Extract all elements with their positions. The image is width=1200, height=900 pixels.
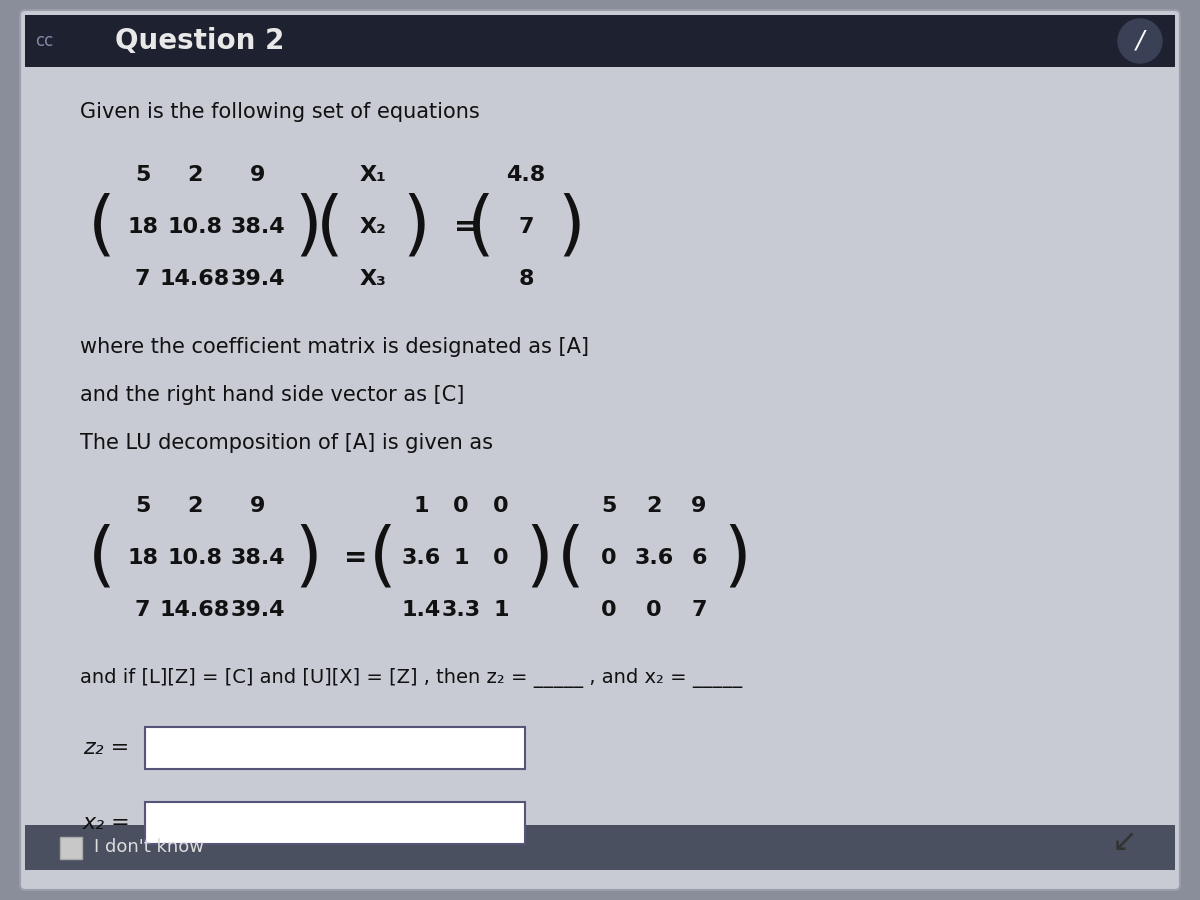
Text: 5: 5 <box>601 496 617 516</box>
Text: 14.68: 14.68 <box>160 600 230 620</box>
Text: x₂ =: x₂ = <box>83 813 131 833</box>
Text: 2: 2 <box>187 165 203 185</box>
Text: ): ) <box>558 193 586 262</box>
Text: 1: 1 <box>454 548 469 568</box>
Text: cc: cc <box>35 32 53 50</box>
Text: 38.4: 38.4 <box>230 548 284 568</box>
Text: 7: 7 <box>134 269 150 289</box>
Text: 6: 6 <box>691 548 707 568</box>
Bar <box>60 836 82 859</box>
Text: Question 2: Question 2 <box>115 27 284 55</box>
Text: =: = <box>344 544 367 572</box>
Text: 9: 9 <box>691 496 707 516</box>
Text: 10.8: 10.8 <box>168 217 222 237</box>
Text: 0: 0 <box>646 600 662 620</box>
Text: 38.4: 38.4 <box>230 217 284 237</box>
Text: Given is the following set of equations: Given is the following set of equations <box>80 102 480 122</box>
Text: 2: 2 <box>187 496 203 516</box>
Text: 14.68: 14.68 <box>160 269 230 289</box>
Text: 7: 7 <box>691 600 707 620</box>
Text: and the right hand side vector as [C]: and the right hand side vector as [C] <box>80 385 464 405</box>
Text: 3.3: 3.3 <box>442 600 480 620</box>
Text: 39.4: 39.4 <box>230 269 284 289</box>
Bar <box>145 727 526 769</box>
Text: 8: 8 <box>518 269 534 289</box>
Text: ): ) <box>294 193 322 262</box>
Text: and if [L][Z] = [C] and [U][X] = [Z] , then z₂ = _____ , and x₂ = _____: and if [L][Z] = [C] and [U][X] = [Z] , t… <box>80 668 743 688</box>
Text: 18: 18 <box>127 217 158 237</box>
Text: (: ( <box>316 193 344 262</box>
Text: ): ) <box>526 524 553 592</box>
Text: X₁: X₁ <box>360 165 386 185</box>
Text: 1.4: 1.4 <box>401 600 440 620</box>
Text: 0: 0 <box>454 496 469 516</box>
Text: =: = <box>455 213 478 241</box>
Bar <box>25 15 1175 67</box>
Text: 39.4: 39.4 <box>230 600 284 620</box>
Text: 1: 1 <box>413 496 428 516</box>
Text: z₂ =: z₂ = <box>83 738 130 758</box>
Text: 3.6: 3.6 <box>401 548 440 568</box>
Text: 5: 5 <box>134 165 150 185</box>
Bar <box>145 802 526 844</box>
Text: ): ) <box>724 524 751 592</box>
Text: (: ( <box>467 193 494 262</box>
Text: ): ) <box>402 193 430 262</box>
Text: /: / <box>1136 29 1144 53</box>
Text: ): ) <box>294 524 322 592</box>
Text: 4.8: 4.8 <box>506 165 546 185</box>
Circle shape <box>1118 19 1162 63</box>
Text: 0: 0 <box>493 548 509 568</box>
Text: (: ( <box>88 193 116 262</box>
Bar <box>25 825 1175 870</box>
Text: 7: 7 <box>134 600 150 620</box>
Text: 10.8: 10.8 <box>168 548 222 568</box>
Text: 7: 7 <box>518 217 534 237</box>
FancyBboxPatch shape <box>20 10 1180 890</box>
Text: 0: 0 <box>601 600 617 620</box>
Text: 9: 9 <box>250 165 265 185</box>
Text: 9: 9 <box>250 496 265 516</box>
Text: where the coefficient matrix is designated as [A]: where the coefficient matrix is designat… <box>80 337 589 357</box>
Text: 18: 18 <box>127 548 158 568</box>
Text: (: ( <box>88 524 116 592</box>
Text: X₃: X₃ <box>360 269 386 289</box>
Text: (: ( <box>557 524 584 592</box>
Text: 0: 0 <box>601 548 617 568</box>
Text: 0: 0 <box>493 496 509 516</box>
Text: 1: 1 <box>493 600 509 620</box>
Text: I don't know: I don't know <box>94 839 204 857</box>
Text: 3.6: 3.6 <box>635 548 673 568</box>
Text: (: ( <box>370 524 397 592</box>
Text: The LU decomposition of [A] is given as: The LU decomposition of [A] is given as <box>80 433 493 453</box>
Text: 5: 5 <box>134 496 150 516</box>
Text: X₂: X₂ <box>360 217 386 237</box>
Text: ↙: ↙ <box>1112 829 1138 858</box>
Text: 2: 2 <box>647 496 661 516</box>
